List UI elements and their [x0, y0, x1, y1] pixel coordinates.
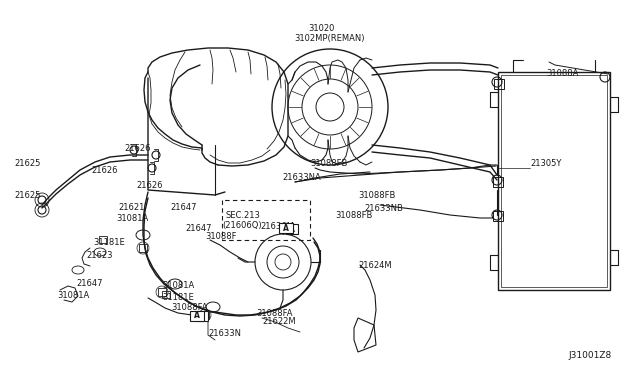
Text: 31181E: 31181E	[93, 237, 125, 247]
Text: 21625: 21625	[14, 190, 40, 199]
Text: 21633NB: 21633NB	[364, 203, 403, 212]
Bar	[494, 79, 504, 89]
Text: 31081A: 31081A	[116, 214, 148, 222]
Bar	[196, 311, 208, 321]
Text: 31088FA: 31088FA	[256, 308, 292, 317]
Text: 21625: 21625	[14, 158, 40, 167]
Text: 31088A: 31088A	[546, 68, 579, 77]
Bar	[493, 177, 503, 187]
Bar	[139, 244, 147, 252]
Text: 21626: 21626	[91, 166, 118, 174]
Text: 31081A: 31081A	[57, 292, 89, 301]
Bar	[286, 224, 298, 234]
Bar	[201, 311, 209, 319]
Bar	[158, 288, 166, 296]
Text: 21633NA: 21633NA	[282, 173, 321, 182]
Text: 21305Y: 21305Y	[530, 158, 561, 167]
Text: 21647: 21647	[76, 279, 102, 289]
Text: 31088F: 31088F	[205, 231, 237, 241]
Text: 31088FA: 31088FA	[171, 302, 207, 311]
Text: SEC.213: SEC.213	[225, 211, 260, 219]
Text: 21626: 21626	[124, 144, 150, 153]
Text: 31088FB: 31088FB	[335, 211, 372, 219]
Bar	[279, 223, 293, 233]
Text: 21623: 21623	[86, 250, 113, 260]
Bar	[493, 211, 503, 221]
Text: A: A	[194, 311, 200, 321]
Text: (21606Q): (21606Q)	[222, 221, 262, 230]
Text: A: A	[283, 224, 289, 232]
Text: 21626: 21626	[136, 180, 163, 189]
Bar	[498, 72, 610, 290]
Text: 21622M: 21622M	[262, 317, 296, 327]
Text: 21633N: 21633N	[208, 330, 241, 339]
Text: 31020: 31020	[308, 23, 334, 32]
Text: A: A	[289, 224, 295, 234]
Bar	[501, 75, 607, 287]
Text: 21636M: 21636M	[260, 221, 294, 231]
Text: 31181E: 31181E	[162, 294, 194, 302]
Text: 21621: 21621	[118, 202, 145, 212]
Bar	[162, 291, 170, 298]
Text: 21647: 21647	[170, 202, 196, 212]
Text: 21647: 21647	[185, 224, 211, 232]
Text: J31001Z8: J31001Z8	[568, 352, 611, 360]
Text: 31088FB: 31088FB	[358, 190, 396, 199]
Text: 21624M: 21624M	[358, 260, 392, 269]
Text: 31088FB: 31088FB	[310, 158, 348, 167]
Text: A: A	[199, 311, 205, 321]
Bar	[190, 311, 204, 321]
Bar	[99, 236, 107, 243]
Text: 31081A: 31081A	[162, 280, 195, 289]
Text: 3102MP(REMAN): 3102MP(REMAN)	[294, 33, 365, 42]
